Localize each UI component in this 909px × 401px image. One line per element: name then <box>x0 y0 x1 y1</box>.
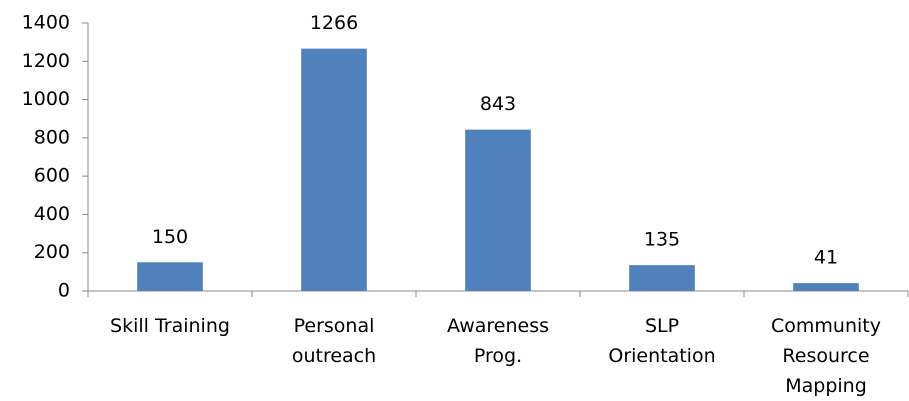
data-label: 1266 <box>310 12 358 34</box>
data-label: 135 <box>644 229 680 251</box>
bar <box>793 283 859 291</box>
y-tick-label: 1400 <box>22 12 70 34</box>
data-label: 41 <box>814 247 838 269</box>
bar <box>137 262 203 291</box>
x-tick-label: SLP Orientation <box>608 315 716 367</box>
y-tick-label: 800 <box>34 126 70 148</box>
y-tick-label: 600 <box>34 165 70 187</box>
data-label: 150 <box>152 226 188 248</box>
x-tick-label: Personal outreach <box>291 315 377 367</box>
x-tick-label: Awareness Prog. <box>446 315 550 367</box>
y-tick-label: 1000 <box>22 88 70 110</box>
data-label: 843 <box>480 93 516 115</box>
x-tick-label: Skill Training <box>110 315 230 337</box>
y-tick-label: 0 <box>58 280 70 302</box>
y-tick-label: 1200 <box>22 50 70 72</box>
bar <box>301 48 367 291</box>
y-tick-label: 200 <box>34 241 70 263</box>
bar <box>629 265 695 291</box>
y-tick-label: 400 <box>34 203 70 225</box>
x-tick-label: Community Resource Mapping <box>771 315 881 397</box>
bar <box>465 129 531 291</box>
